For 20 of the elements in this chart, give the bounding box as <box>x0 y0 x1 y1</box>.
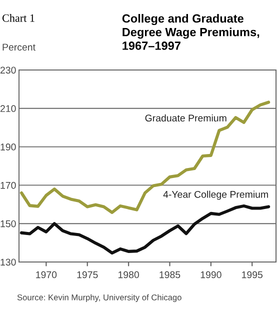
x-tick-label: 1985 <box>160 271 180 278</box>
caption: Chart 1 <box>2 14 34 22</box>
line-series <box>20 204 270 255</box>
x-tick-label: 1980 <box>118 271 139 278</box>
y-tick-label: 190 <box>0 144 16 150</box>
source-note: Source: Kevin Murphy, University of Chicago <box>17 294 182 302</box>
x-tick-label: 1990 <box>200 271 222 278</box>
y-tick-label: 170 <box>0 182 16 189</box>
series-label: Graduate Premium <box>145 114 226 122</box>
x-tick-label: 1995 <box>242 271 263 278</box>
x-tick-label: 1970 <box>36 271 57 278</box>
y-axis-title: Percent <box>2 44 36 51</box>
y-tick-label: 130 <box>0 258 16 266</box>
y-tick-label: 210 <box>0 105 16 112</box>
y-tick-label: 230 <box>0 66 16 74</box>
series-label: 4-Year College Premium <box>163 190 268 200</box>
chart-title: College and Graduate Degree Wage Premiums, 1967–1997 <box>122 14 260 50</box>
line-series <box>20 100 270 214</box>
x-tick-label: 1975 <box>77 271 98 278</box>
y-tick-label: 150 <box>0 220 16 228</box>
